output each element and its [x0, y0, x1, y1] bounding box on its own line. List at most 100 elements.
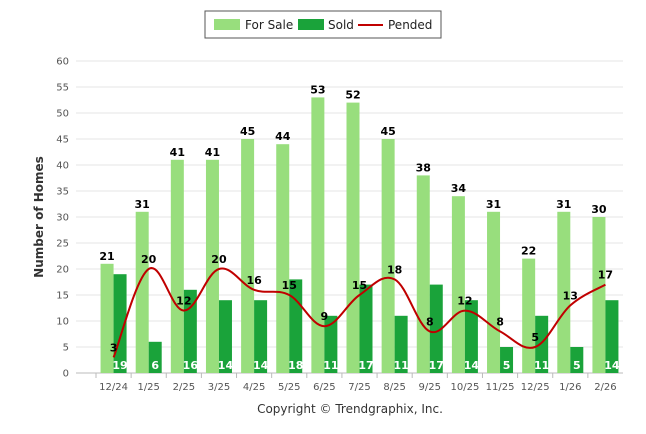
bar-for-sale[interactable] — [381, 139, 395, 373]
x-tick-label: 1/25 — [137, 382, 159, 393]
bar-sold[interactable] — [429, 284, 443, 373]
y-tick-label: 10 — [56, 317, 69, 328]
bar-for-sale[interactable] — [451, 196, 465, 373]
legend-label-pended[interactable]: Pended — [388, 18, 432, 32]
data-label-for-sale: 52 — [345, 89, 360, 102]
pended-point[interactable] — [253, 288, 256, 291]
bar-for-sale[interactable] — [276, 144, 290, 373]
bar-sold[interactable] — [535, 315, 549, 373]
data-label-pended: 16 — [246, 274, 262, 287]
data-label-sold: 14 — [464, 359, 480, 372]
data-label-sold: 17 — [358, 359, 373, 372]
data-label-for-sale: 45 — [240, 125, 255, 138]
data-label-sold: 14 — [253, 359, 269, 372]
data-label-pended: 12 — [176, 295, 191, 308]
y-tick-label: 35 — [56, 187, 69, 198]
bar-for-sale[interactable] — [205, 159, 219, 373]
data-label-pended: 5 — [531, 331, 539, 344]
pended-point[interactable] — [569, 304, 572, 307]
y-tick-label: 55 — [56, 83, 69, 94]
pended-series-line[interactable] — [112, 267, 606, 358]
bar-sold[interactable] — [570, 347, 584, 373]
bars — [100, 97, 619, 374]
x-tick-label: 12/24 — [99, 382, 128, 393]
bar-for-sale[interactable] — [522, 258, 536, 373]
data-label-pended: 8 — [426, 315, 434, 328]
y-tick-label: 5 — [63, 343, 69, 354]
bar-sold[interactable] — [605, 300, 619, 373]
pended-point[interactable] — [428, 330, 431, 333]
data-label-for-sale: 41 — [170, 146, 185, 159]
x-tick-label: 12/25 — [521, 382, 550, 393]
data-label-pended: 15 — [352, 279, 367, 292]
legend-swatch-for-sale[interactable] — [214, 19, 240, 30]
bar-sold[interactable] — [148, 341, 162, 373]
data-label-sold: 14 — [604, 359, 620, 372]
data-label-for-sale: 22 — [521, 245, 536, 258]
bar-for-sale[interactable] — [135, 211, 149, 373]
data-label-for-sale: 44 — [275, 130, 291, 143]
y-tick-label: 0 — [63, 369, 69, 380]
pended-point[interactable] — [358, 294, 361, 297]
bar-sold[interactable] — [324, 315, 338, 373]
pended-point[interactable] — [534, 346, 537, 349]
data-label-pended: 8 — [496, 315, 504, 328]
data-label-for-sale: 53 — [310, 83, 325, 96]
bar-for-sale[interactable] — [487, 211, 501, 373]
pended-point[interactable] — [217, 268, 220, 271]
bar-sold[interactable] — [359, 284, 373, 373]
bar-sold[interactable] — [500, 347, 514, 373]
y-axis-label: Number of Homes — [32, 156, 46, 278]
pended-point[interactable] — [147, 268, 150, 271]
x-tick-label: 11/25 — [486, 382, 515, 393]
bar-sold[interactable] — [218, 300, 232, 373]
y-tick-label: 40 — [56, 161, 69, 172]
bar-for-sale[interactable] — [100, 263, 114, 373]
copyright: Copyright © Trendgraphix, Inc. — [257, 402, 443, 416]
data-label-pended: 9 — [321, 310, 329, 323]
data-label-for-sale: 30 — [591, 203, 607, 216]
pended-point[interactable] — [499, 330, 502, 333]
y-tick-label: 15 — [56, 291, 69, 302]
x-tick-label: 3/25 — [208, 382, 230, 393]
data-label-sold: 5 — [573, 359, 581, 372]
legend-label-for-sale[interactable]: For Sale — [245, 18, 293, 32]
data-label-sold: 11 — [323, 359, 338, 372]
x-tick-label: 6/25 — [313, 382, 335, 393]
y-tick-label: 30 — [56, 213, 69, 224]
data-label-pended: 20 — [141, 253, 157, 266]
bar-sold[interactable] — [394, 315, 408, 373]
bar-for-sale[interactable] — [592, 217, 606, 373]
data-label-pended: 17 — [598, 269, 613, 282]
pended-point[interactable] — [323, 325, 326, 328]
data-label-for-sale: 34 — [451, 182, 467, 195]
bar-for-sale[interactable] — [241, 139, 255, 373]
data-label-sold: 14 — [218, 359, 234, 372]
legend: For Sale Sold Pended — [204, 10, 442, 39]
data-label-for-sale: 31 — [486, 198, 501, 211]
legend-swatch-sold[interactable] — [298, 19, 324, 30]
bar-sold[interactable] — [464, 300, 478, 373]
x-tick-label: 5/25 — [278, 382, 300, 393]
data-label-for-sale: 21 — [99, 250, 114, 263]
pended-point[interactable] — [182, 309, 185, 312]
pended-point[interactable] — [393, 278, 396, 281]
x-tick-label: 10/25 — [450, 382, 479, 393]
bar-for-sale[interactable] — [311, 97, 325, 374]
data-label-sold: 11 — [393, 359, 408, 372]
bar-for-sale[interactable] — [416, 175, 430, 373]
bar-for-sale[interactable] — [557, 211, 571, 373]
pended-point[interactable] — [604, 283, 607, 286]
x-tick-label: 9/25 — [419, 382, 441, 393]
data-label-sold: 16 — [183, 359, 199, 372]
bar-for-sale[interactable] — [346, 102, 360, 373]
x-tick-label: 2/26 — [594, 382, 616, 393]
bar-sold[interactable] — [254, 300, 268, 373]
y-tick-label: 25 — [56, 239, 69, 250]
data-label-sold: 5 — [503, 359, 511, 372]
data-label-pended: 12 — [457, 295, 472, 308]
pended-point[interactable] — [288, 294, 291, 297]
bar-for-sale[interactable] — [170, 159, 184, 373]
pended-point[interactable] — [463, 309, 466, 312]
legend-label-sold[interactable]: Sold — [328, 18, 354, 32]
